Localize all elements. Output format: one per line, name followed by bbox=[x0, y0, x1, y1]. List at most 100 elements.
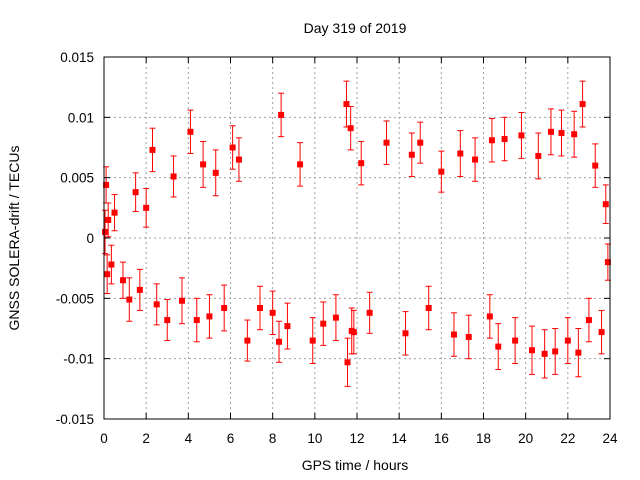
data-point bbox=[221, 304, 228, 311]
data-point bbox=[212, 169, 219, 176]
data-point bbox=[602, 201, 609, 208]
data-point bbox=[179, 297, 186, 304]
data-point bbox=[350, 329, 357, 336]
x-axis-title: GPS time / hours bbox=[302, 457, 409, 473]
x-tick-label: 24 bbox=[602, 431, 618, 446]
x-tick-label: 22 bbox=[560, 431, 575, 446]
data-point bbox=[558, 130, 565, 137]
data-point bbox=[457, 150, 464, 157]
data-point bbox=[170, 173, 177, 180]
data-point bbox=[402, 330, 409, 337]
data-point bbox=[105, 216, 112, 223]
data-point bbox=[425, 304, 432, 311]
data-point bbox=[108, 261, 115, 268]
y-tick-label: 0 bbox=[86, 231, 94, 246]
data-point bbox=[552, 348, 559, 355]
data-point bbox=[244, 337, 251, 344]
data-point bbox=[143, 204, 150, 211]
data-point bbox=[206, 313, 213, 320]
data-point bbox=[512, 337, 519, 344]
data-point bbox=[518, 132, 525, 139]
data-point bbox=[164, 317, 171, 324]
data-series bbox=[102, 80, 611, 387]
data-point bbox=[495, 343, 502, 350]
data-point bbox=[126, 296, 133, 303]
x-tick-label: 16 bbox=[434, 431, 449, 446]
x-tick-label: 0 bbox=[100, 431, 108, 446]
x-tick-label: 12 bbox=[349, 431, 364, 446]
x-tick-label: 18 bbox=[476, 431, 491, 446]
data-point bbox=[592, 162, 599, 169]
data-point bbox=[235, 156, 242, 163]
data-point bbox=[153, 301, 160, 308]
data-point bbox=[598, 329, 605, 336]
data-point bbox=[284, 323, 291, 330]
data-point bbox=[102, 228, 109, 235]
data-point bbox=[320, 320, 327, 327]
data-point bbox=[358, 160, 365, 167]
data-point bbox=[187, 128, 194, 135]
data-point bbox=[111, 209, 118, 216]
data-point bbox=[278, 111, 285, 118]
data-point bbox=[438, 168, 445, 175]
data-point bbox=[579, 101, 586, 108]
data-point bbox=[343, 101, 350, 108]
data-point bbox=[408, 151, 415, 158]
y-tick-label: 0.005 bbox=[60, 171, 94, 186]
data-layer bbox=[102, 80, 611, 387]
y-tick-label: -0.005 bbox=[56, 291, 94, 306]
tick-labels: 0 2 4 6 8 10 12 14 16 18 20 22 24-0.015-0.01-0.00500… bbox=[56, 50, 618, 446]
data-point bbox=[366, 309, 373, 316]
data-point bbox=[486, 313, 493, 320]
data-point bbox=[528, 347, 535, 354]
data-point bbox=[275, 338, 282, 345]
y-tick-label: 0.015 bbox=[60, 50, 94, 65]
data-point bbox=[257, 304, 264, 311]
data-point bbox=[332, 314, 339, 321]
data-point bbox=[200, 161, 207, 168]
data-point bbox=[297, 161, 304, 168]
data-point bbox=[347, 125, 354, 132]
data-point bbox=[309, 337, 316, 344]
data-point bbox=[103, 181, 110, 188]
data-point bbox=[604, 259, 611, 266]
data-point bbox=[136, 286, 143, 293]
x-tick-label: 8 bbox=[269, 431, 277, 446]
x-tick-label: 4 bbox=[185, 431, 193, 446]
data-point bbox=[547, 128, 554, 135]
data-point bbox=[575, 349, 582, 356]
x-tick-label: 2 bbox=[142, 431, 150, 446]
data-point bbox=[571, 131, 578, 138]
data-point bbox=[450, 331, 457, 338]
data-point bbox=[501, 136, 508, 143]
y-tick-label: -0.01 bbox=[63, 352, 94, 367]
data-point bbox=[269, 309, 276, 316]
data-point bbox=[488, 137, 495, 144]
data-point bbox=[193, 317, 200, 324]
data-point bbox=[344, 359, 351, 366]
data-point bbox=[564, 337, 571, 344]
y-tick-label: 0.01 bbox=[68, 110, 94, 125]
grid bbox=[104, 57, 610, 419]
data-point bbox=[149, 146, 156, 153]
data-point bbox=[417, 139, 424, 146]
data-point bbox=[383, 139, 390, 146]
y-axis-title: GNSS SOLERA-drift / TECUs bbox=[6, 146, 22, 331]
x-tick-label: 20 bbox=[518, 431, 533, 446]
data-point bbox=[104, 271, 111, 278]
data-point bbox=[465, 333, 472, 340]
data-point bbox=[541, 350, 548, 357]
axis-ticks bbox=[103, 56, 611, 420]
x-tick-label: 10 bbox=[307, 431, 322, 446]
data-point bbox=[132, 189, 139, 196]
chart-title: Day 319 of 2019 bbox=[304, 20, 407, 36]
data-point bbox=[535, 152, 542, 159]
data-point bbox=[585, 317, 592, 324]
x-tick-label: 6 bbox=[227, 431, 235, 446]
data-point bbox=[229, 144, 236, 151]
data-point bbox=[472, 156, 479, 163]
x-tick-label: 14 bbox=[392, 431, 408, 446]
y-tick-label: -0.015 bbox=[56, 412, 94, 427]
